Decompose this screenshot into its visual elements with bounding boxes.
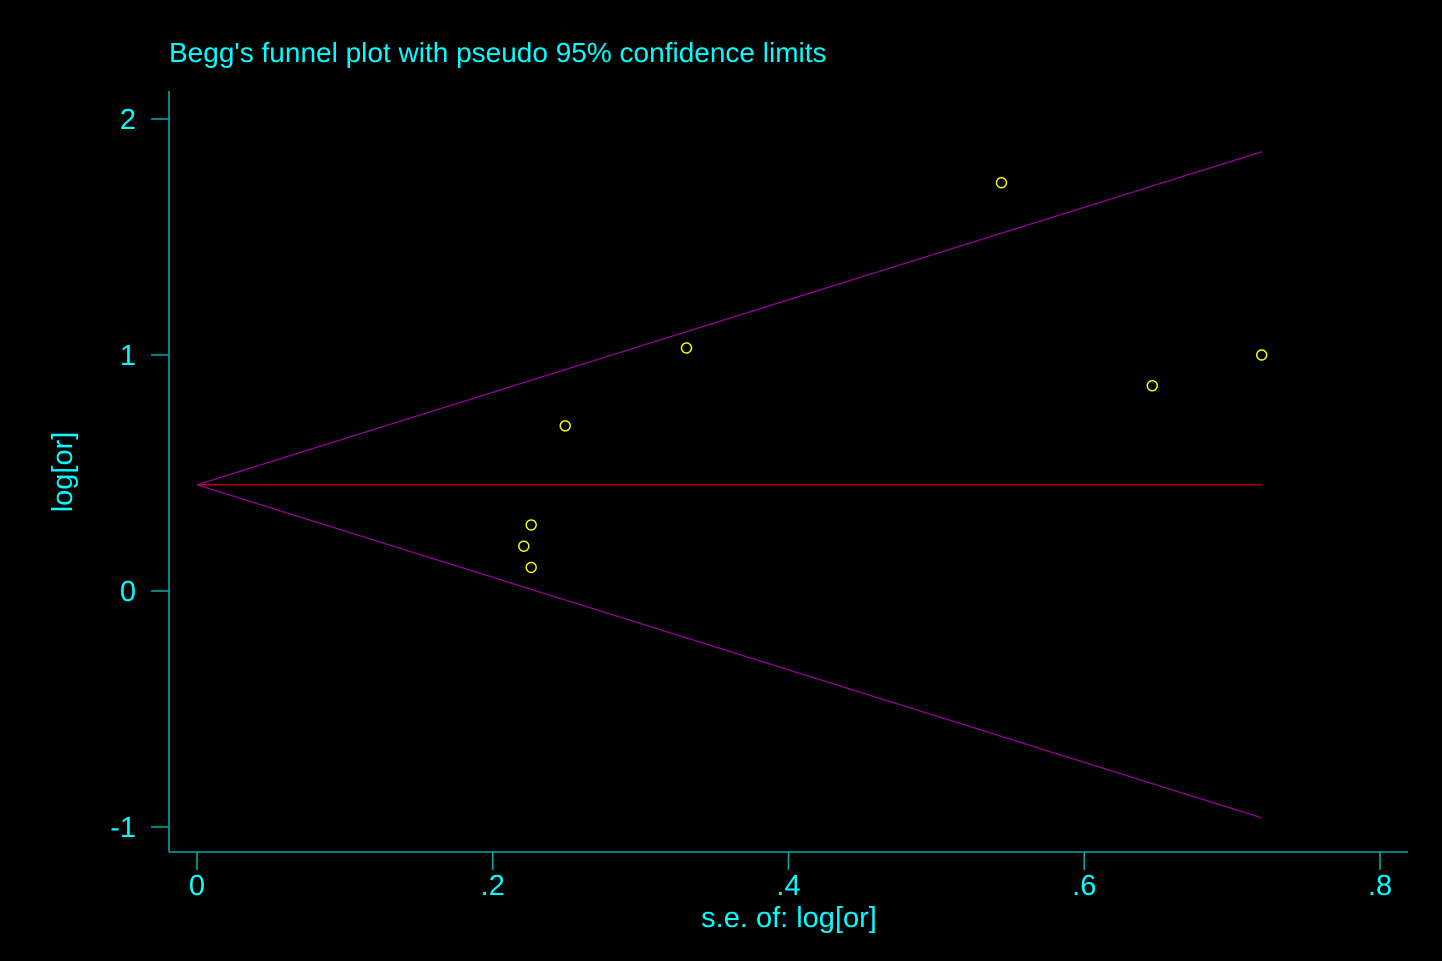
y-tick-label: 2 <box>120 104 136 136</box>
data-point <box>525 519 537 531</box>
funnel-lines <box>196 151 1262 819</box>
upper-confidence-limit <box>196 151 1262 486</box>
data-point <box>525 561 537 574</box>
x-tick-label: .2 <box>481 870 505 902</box>
x-tick-label: 0 <box>189 870 205 902</box>
data-point <box>518 540 530 552</box>
y-tick-label: 1 <box>120 340 136 372</box>
data-point <box>995 177 1008 189</box>
data-point <box>559 420 571 432</box>
data-point <box>1146 379 1158 392</box>
y-tick-label: -1 <box>110 812 136 844</box>
x-axis-ticks: 0 .2 .4 .6 .8 <box>189 852 1392 902</box>
data-point <box>680 342 693 354</box>
x-tick-label: .6 <box>1072 870 1096 902</box>
y-tick-label: 0 <box>120 576 136 608</box>
lower-confidence-limit <box>196 484 1262 819</box>
y-axis-title: log[or] <box>47 432 79 513</box>
y-axis-ticks: -1 0 1 2 <box>110 104 169 844</box>
x-tick-label: .4 <box>776 870 800 902</box>
data-point <box>1255 349 1268 361</box>
data-points <box>518 177 1268 574</box>
x-tick-label: .8 <box>1368 870 1392 902</box>
chart-title: Begg's funnel plot with pseudo 95% confi… <box>169 37 827 68</box>
x-axis-title: s.e. of: log[or] <box>701 902 877 934</box>
